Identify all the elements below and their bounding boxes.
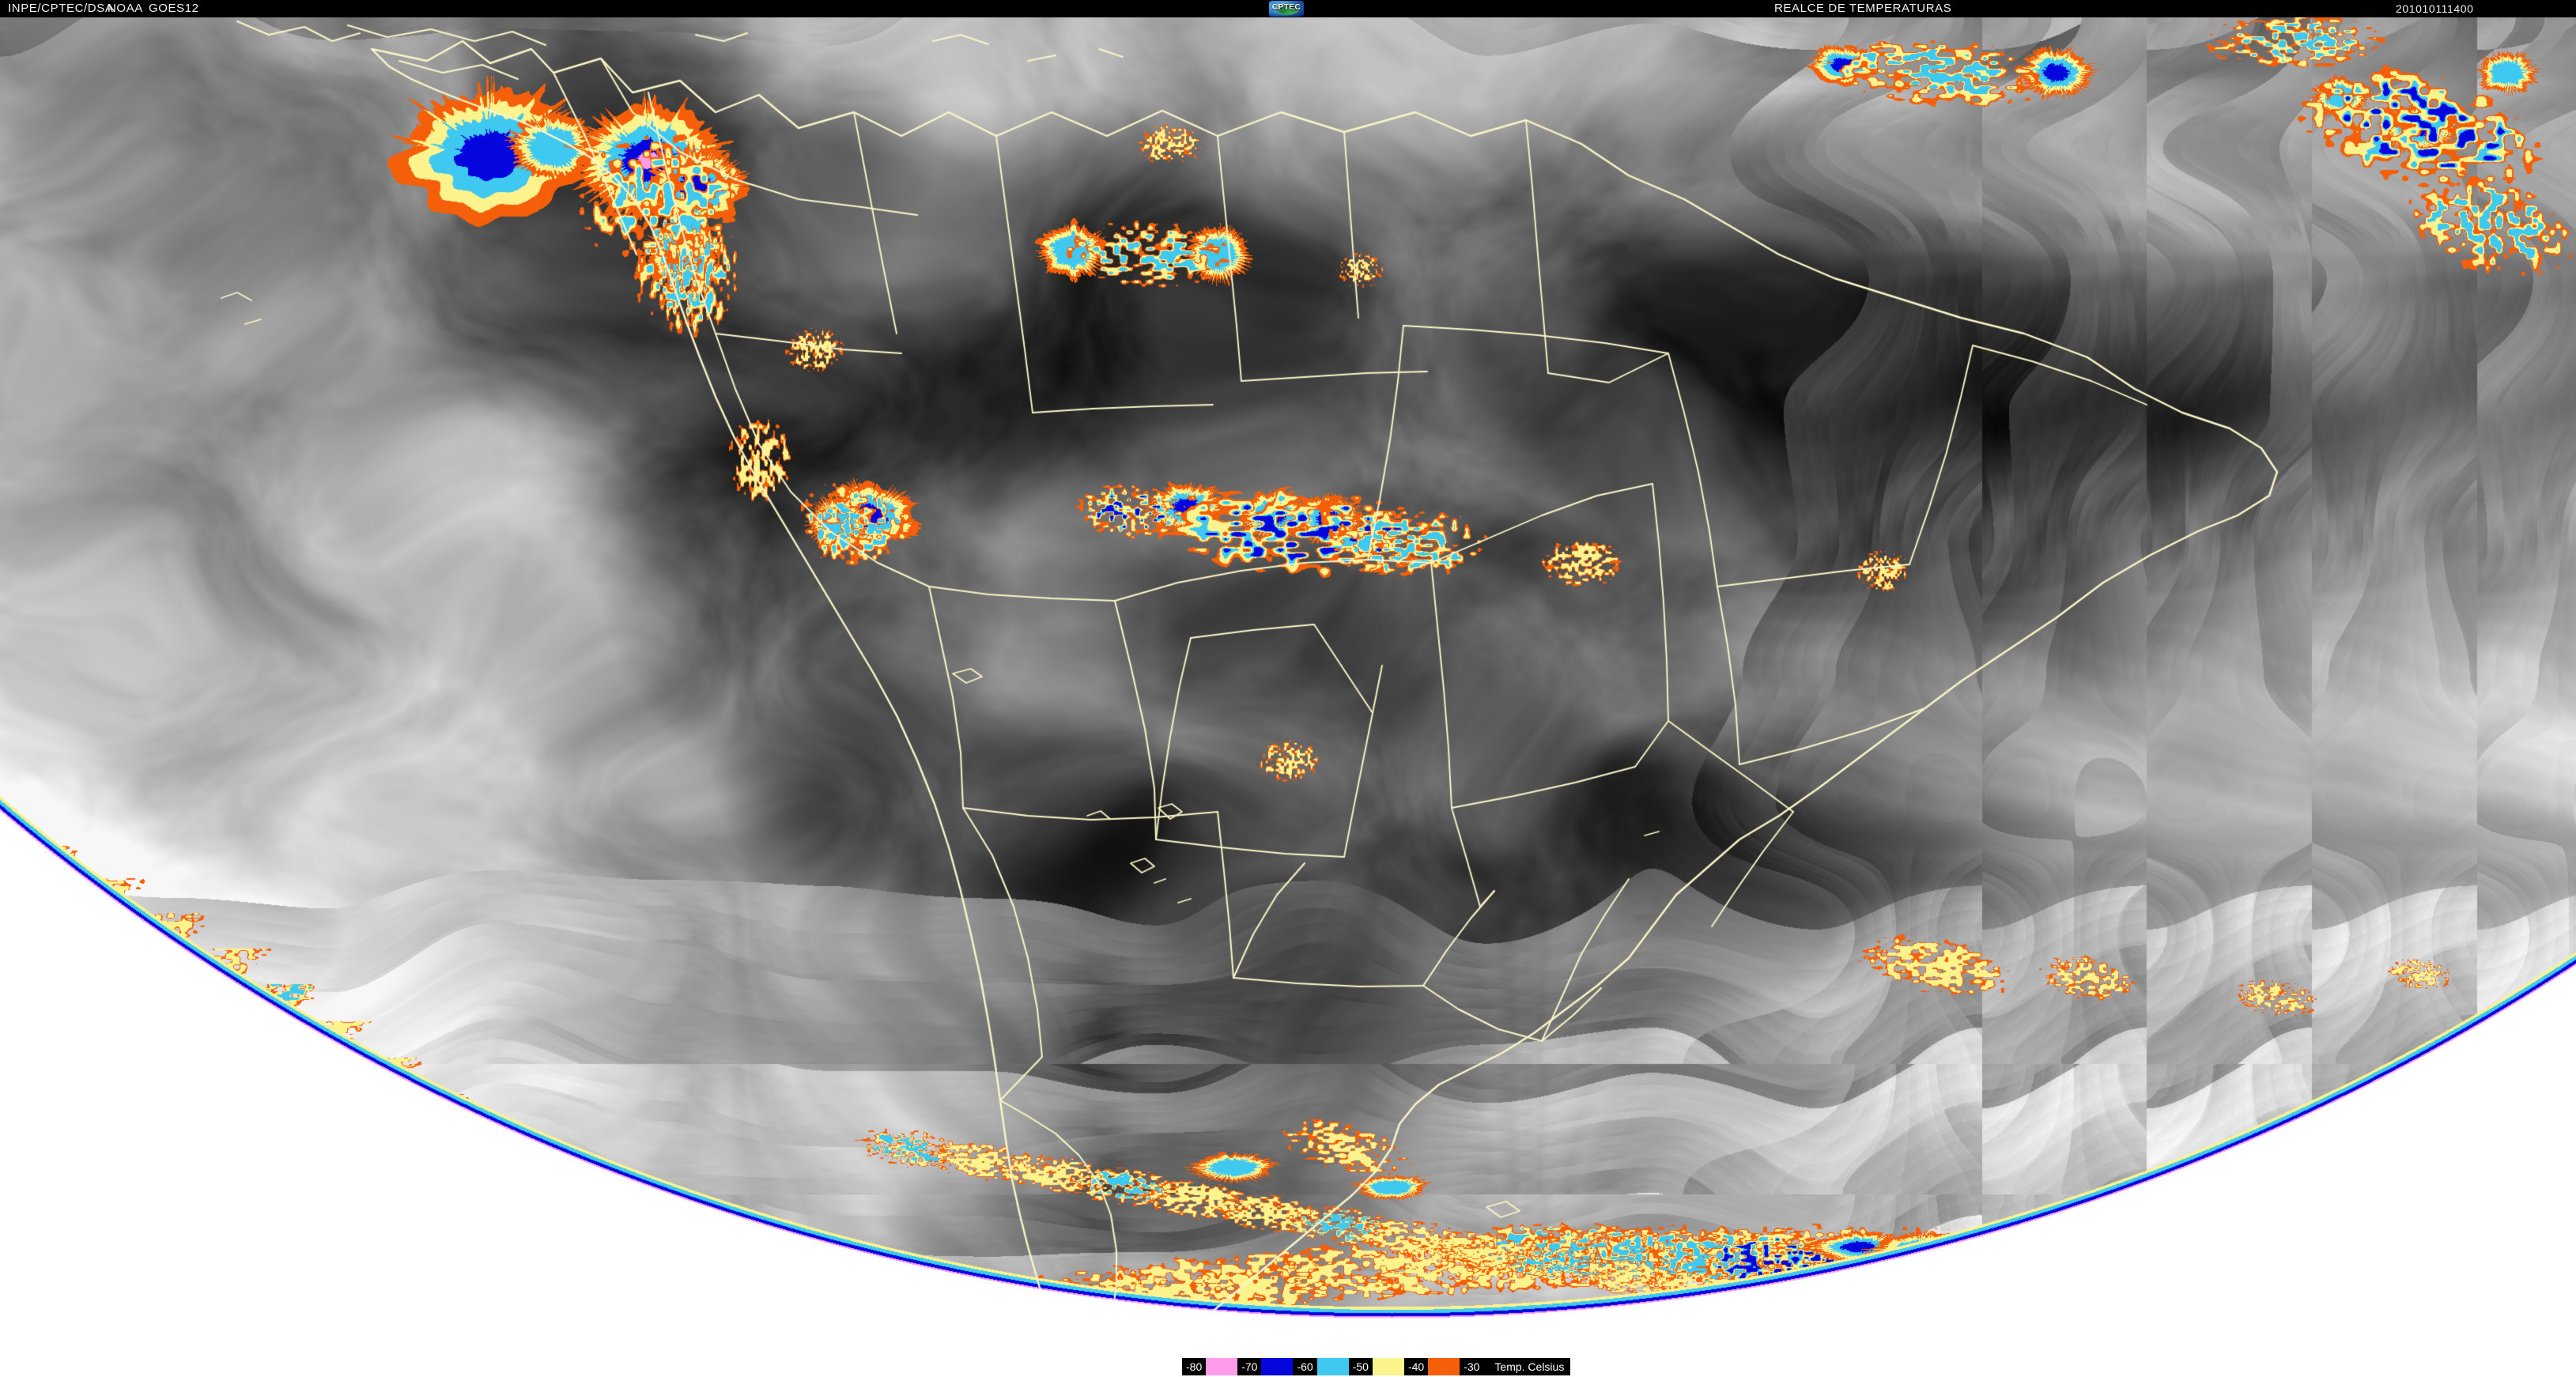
legend-swatch-cyan	[1316, 1358, 1349, 1375]
satellite-label: GOES12	[149, 2, 199, 15]
timestamp-label: 201010111400	[2396, 2, 2474, 15]
product-title: REALCE DE TEMPERATURAS	[1774, 2, 1952, 15]
legend-swatch-magenta	[1206, 1358, 1238, 1375]
agency-label: INPE/CPTEC/DSA	[8, 2, 114, 15]
legend-tick-40: -40	[1403, 1358, 1429, 1375]
legend-tick-80: -80	[1182, 1358, 1207, 1375]
legend-units-label: Temp. Celsius	[1483, 1358, 1571, 1375]
earth-disk-view	[0, 17, 2576, 1377]
temperature-color-scale: -80 -70 -60 -50 -40 -30 Temp. Celsius	[1182, 1358, 1571, 1375]
cptec-logo-icon: CPTEC	[1269, 1, 1304, 17]
legend-swatch-yellow	[1372, 1358, 1404, 1375]
legend-swatch-blue	[1261, 1358, 1294, 1375]
legend-tick-70: -70	[1237, 1358, 1262, 1375]
network-label: NOAA	[108, 2, 143, 15]
legend-tick-60: -60	[1293, 1358, 1317, 1375]
logo-wordmark: CPTEC	[1271, 3, 1301, 12]
legend-tick-30: -30	[1460, 1358, 1484, 1375]
legend-swatch-orange	[1428, 1358, 1460, 1375]
satellite-infrared-image	[0, 17, 2576, 1377]
logo-globe-shape	[1273, 2, 1300, 15]
legend-tick-50: -50	[1348, 1358, 1373, 1375]
